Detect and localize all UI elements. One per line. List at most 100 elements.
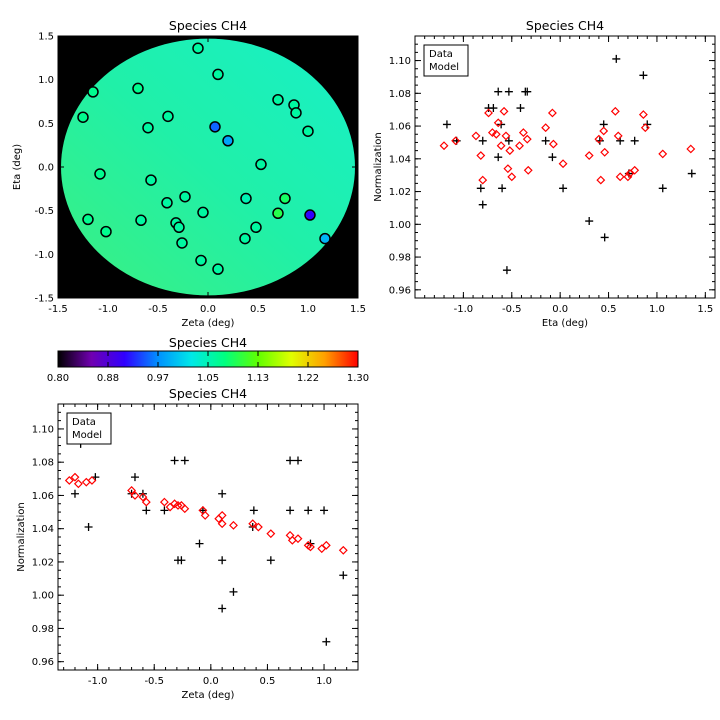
sensor-point (100, 225, 112, 238)
legend-entry: Model (72, 430, 102, 441)
field-disk (61, 38, 355, 296)
data-point (177, 556, 186, 565)
model-point (127, 486, 137, 495)
x-tick-label: 0.5 (601, 304, 617, 315)
model-point (266, 529, 276, 539)
model-point (141, 497, 151, 507)
data-point (160, 506, 169, 515)
model-point (541, 123, 551, 133)
model-point (138, 492, 148, 502)
data-point (494, 87, 503, 96)
model-point (496, 141, 506, 151)
data-point (476, 184, 485, 193)
x-tick-label: -1.0 (454, 304, 474, 315)
x-tick-label: 1.0 (649, 304, 665, 315)
model-point (293, 534, 303, 544)
model-point (558, 159, 568, 169)
sensor-point (77, 111, 89, 123)
model-point (338, 545, 348, 555)
colorbar-tick-label: 0.97 (147, 373, 169, 384)
model-point (471, 131, 481, 141)
x-tick-label: 0.5 (259, 676, 275, 687)
model-point (548, 139, 558, 149)
data-point (180, 456, 189, 465)
y-tick-label: 1.00 (389, 220, 411, 231)
sensor-point (302, 125, 314, 137)
y-tick-label: 1.08 (32, 458, 54, 469)
data-point (70, 489, 79, 498)
y-tick-label: 0.0 (38, 163, 54, 174)
data-point (687, 169, 696, 178)
data-point (218, 604, 227, 613)
data-point (523, 87, 532, 96)
model-point (501, 131, 511, 141)
model-point (253, 522, 263, 532)
model-point (130, 490, 140, 500)
legend-box (423, 44, 469, 77)
colorbar-tick-label: 1.05 (197, 373, 219, 384)
x-tick-label: -1.0 (88, 676, 108, 687)
data-point (478, 136, 487, 145)
model-point (522, 134, 532, 144)
model-point (515, 141, 524, 151)
y-tick-label: 1.04 (32, 524, 54, 535)
x-tick-label: 0.0 (552, 304, 568, 315)
sensor-point (192, 42, 204, 54)
data-point (600, 233, 609, 242)
y-tick-label: -0.5 (34, 206, 54, 217)
x-tick-label: -1.0 (98, 304, 118, 315)
model-point (630, 165, 640, 175)
model-point (64, 476, 74, 485)
sensor-point (132, 82, 144, 95)
sensor-point (250, 221, 262, 234)
model-point (505, 146, 515, 156)
data-point (286, 506, 295, 515)
model-point (523, 165, 533, 175)
x-tick-label: -0.5 (144, 676, 164, 687)
x-tick-label: -1.5 (48, 304, 68, 315)
y-tick-label: -1.5 (34, 294, 54, 305)
y-tick-label: 1.06 (32, 491, 54, 502)
y-tick-label: 1.02 (32, 557, 54, 568)
y-tick-label: 1.02 (389, 187, 411, 198)
model-point (547, 108, 557, 118)
data-point (320, 506, 329, 515)
y-axis-label: Normalization (16, 502, 27, 572)
x-tick-label: 0.5 (250, 304, 266, 315)
sensor-point (94, 168, 106, 180)
model-point (87, 476, 97, 485)
model-point (686, 144, 696, 154)
chart-title: Species CH4 (169, 386, 247, 401)
model-point (484, 108, 493, 118)
y-tick-label: 1.0 (38, 75, 54, 86)
model-point (229, 520, 238, 530)
model-point (248, 519, 258, 529)
model-point (507, 172, 517, 182)
model-point (610, 106, 620, 116)
model-point (599, 126, 609, 136)
sensor-point (290, 107, 302, 119)
legend-box (66, 412, 112, 445)
sensor-point (240, 192, 252, 205)
sensor-point (304, 209, 316, 221)
sensor-point (279, 192, 291, 205)
data-point (195, 539, 204, 548)
data-point (489, 104, 498, 113)
y-tick-label: 0.98 (389, 253, 411, 264)
data-point (142, 506, 151, 515)
data-point (639, 71, 648, 80)
sensor-point (135, 214, 147, 227)
data-point (548, 153, 557, 162)
x-tick-label: 0.0 (203, 676, 219, 687)
model-point (159, 497, 169, 507)
model-point (594, 134, 604, 144)
model-point (217, 510, 227, 520)
y-tick-label: 1.04 (389, 154, 411, 165)
sensor-point (142, 121, 154, 134)
sensor-point (82, 213, 94, 226)
data-point (286, 456, 295, 465)
model-point (180, 504, 190, 514)
y-tick-label: 1.5 (38, 32, 54, 43)
y-tick-label: 0.96 (32, 657, 54, 668)
sensor-point (161, 197, 173, 209)
